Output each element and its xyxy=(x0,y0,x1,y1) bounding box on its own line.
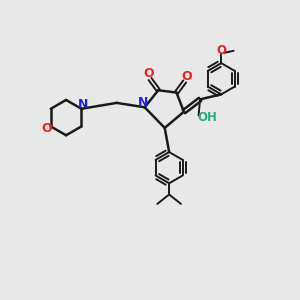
Text: O: O xyxy=(41,122,52,135)
Text: OH: OH xyxy=(197,110,217,124)
Text: N: N xyxy=(138,96,149,109)
Text: N: N xyxy=(78,98,88,111)
Text: O: O xyxy=(217,44,227,57)
Text: O: O xyxy=(143,67,154,80)
Text: O: O xyxy=(181,70,191,83)
